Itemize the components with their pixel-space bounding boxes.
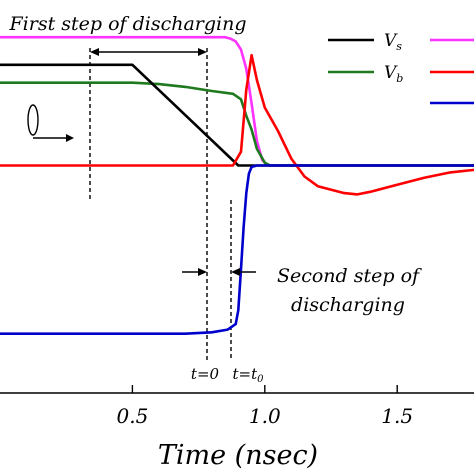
legend: Vs Vb — [318, 27, 474, 121]
second-step-label-line2: discharging — [291, 294, 405, 316]
series-line-3 — [0, 53, 474, 196]
step-markers — [89, 48, 232, 360]
legend-clear — [318, 27, 474, 121]
x-tick-label-0: 0.5 — [116, 404, 148, 428]
series-line-4 — [0, 164, 474, 335]
x-tick-label-1: 1.0 — [249, 404, 281, 428]
x-axis-label: Time (nsec) — [158, 440, 318, 471]
first-step-arrow — [90, 48, 207, 56]
legend-label-vs-sub: s — [396, 40, 402, 53]
t-zero-label: t=0 — [191, 365, 220, 383]
vs-marker-arrow-icon — [27, 104, 74, 142]
x-tick-label-2: 1.5 — [381, 404, 413, 428]
second-step-arrows — [182, 268, 256, 276]
t-zero-sub-label: t=t0 — [233, 365, 265, 385]
legend-label-vb-main: V — [384, 63, 398, 83]
t-zero-sub-label-main: t=t — [233, 365, 259, 383]
x-axis-ticks: 0.5 1.0 1.5 — [116, 385, 413, 428]
legend-label-vs: Vs — [384, 31, 402, 53]
series-line-1 — [0, 81, 474, 167]
series-layer — [0, 35, 474, 335]
legend-label-vb: Vb — [384, 63, 403, 85]
second-step-label-line1: Second step of — [277, 265, 422, 287]
first-step-label: First step of discharging — [8, 13, 246, 35]
legend-label-vs-main: V — [384, 31, 398, 51]
t-zero-sub-label-sub: 0 — [257, 374, 264, 385]
legend-label-vb-sub: b — [396, 72, 403, 85]
